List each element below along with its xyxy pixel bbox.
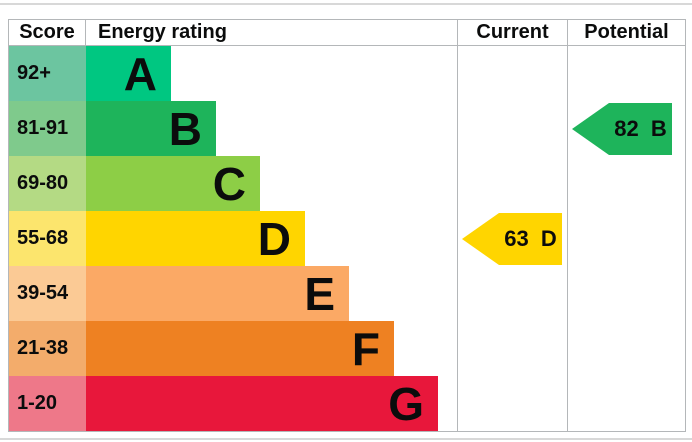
current-cell-d: 63 D (458, 211, 568, 266)
current-rating-arrow-label: 63 D (504, 225, 557, 251)
rating-bar-a: A (86, 46, 171, 101)
band-row-c: 69-80 C (9, 156, 685, 211)
column-header-current: Current (458, 20, 568, 45)
potential-cell-b: 82 B (568, 101, 685, 156)
epc-rating-chart: Score Energy rating Current Potential 92… (8, 19, 686, 432)
potential-cell-g (568, 376, 685, 431)
potential-cell-f (568, 321, 685, 376)
rating-letter-e: E (304, 267, 335, 320)
rating-letter-c: C (212, 157, 246, 210)
rating-letter-f: F (351, 322, 380, 375)
band-row-a: 92+ A (9, 46, 685, 101)
band-row-d: 55-68 D 63 D (9, 211, 685, 266)
score-range-label-e: 39-54 (9, 266, 86, 321)
score-range-label-f: 21-38 (9, 321, 86, 376)
rating-letter-b: B (168, 102, 202, 155)
top-divider-line (0, 3, 692, 5)
rating-bar-d: D (86, 211, 305, 266)
table-header-row: Score Energy rating Current Potential (9, 20, 685, 46)
rating-bar-b: B (86, 101, 216, 156)
rating-letter-g: G (388, 377, 424, 430)
rating-bar-c: C (86, 156, 260, 211)
rating-bar-g: G (86, 376, 438, 431)
rating-bar-cell-e: E (86, 266, 458, 321)
potential-cell-e (568, 266, 685, 321)
rating-bar-cell-d: D (86, 211, 458, 266)
current-rating-arrow: 63 D (462, 212, 562, 266)
potential-rating-arrow-label: 82 B (614, 115, 667, 141)
potential-cell-a (568, 46, 685, 101)
bottom-divider-line (0, 438, 692, 440)
current-cell-a (458, 46, 568, 101)
rating-letter-d: D (257, 212, 291, 265)
current-cell-e (458, 266, 568, 321)
current-cell-c (458, 156, 568, 211)
band-row-g: 1-20 G (9, 376, 685, 431)
rating-bar-f: F (86, 321, 394, 376)
current-cell-g (458, 376, 568, 431)
band-row-f: 21-38 F (9, 321, 685, 376)
score-range-label-c: 69-80 (9, 156, 86, 211)
rating-bar-cell-b: B (86, 101, 458, 156)
band-row-e: 39-54 E (9, 266, 685, 321)
potential-rating-arrow: 82 B (572, 102, 672, 156)
rating-bar-cell-c: C (86, 156, 458, 211)
current-cell-f (458, 321, 568, 376)
score-range-label-g: 1-20 (9, 376, 86, 431)
rating-bar-cell-g: G (86, 376, 458, 431)
score-range-label-b: 81-91 (9, 101, 86, 156)
column-header-energy-rating: Energy rating (86, 20, 458, 45)
potential-cell-d (568, 211, 685, 266)
score-range-label-a: 92+ (9, 46, 86, 101)
band-row-b: 81-91 B 82 B (9, 101, 685, 156)
column-header-score: Score (9, 20, 86, 45)
rating-bar-e: E (86, 266, 349, 321)
current-rating-arrow-shape (462, 212, 562, 265)
rating-bar-cell-a: A (86, 46, 458, 101)
potential-cell-c (568, 156, 685, 211)
score-range-label-d: 55-68 (9, 211, 86, 266)
rating-bands: 92+ A 81-91 B 82 B 69-80 C 55-68 D 63 D 39-54 E 21-3… (9, 46, 685, 431)
rating-letter-a: A (123, 47, 157, 100)
rating-bar-cell-f: F (86, 321, 458, 376)
column-header-potential: Potential (584, 21, 669, 43)
potential-rating-arrow-shape (572, 102, 672, 155)
current-cell-b (458, 101, 568, 156)
